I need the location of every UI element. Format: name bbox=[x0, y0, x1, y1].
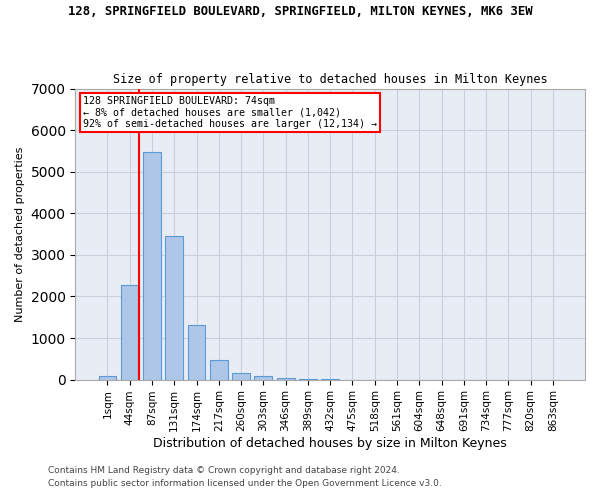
Text: 128 SPRINGFIELD BOULEVARD: 74sqm
← 8% of detached houses are smaller (1,042)
92%: 128 SPRINGFIELD BOULEVARD: 74sqm ← 8% of… bbox=[83, 96, 377, 129]
Bar bbox=[143, 152, 161, 380]
Bar bbox=[232, 373, 250, 380]
Bar bbox=[166, 236, 183, 380]
Text: 128, SPRINGFIELD BOULEVARD, SPRINGFIELD, MILTON KEYNES, MK6 3EW: 128, SPRINGFIELD BOULEVARD, SPRINGFIELD,… bbox=[68, 5, 532, 18]
Bar bbox=[121, 285, 139, 380]
X-axis label: Distribution of detached houses by size in Milton Keynes: Distribution of detached houses by size … bbox=[154, 437, 507, 450]
Bar bbox=[277, 378, 295, 380]
Text: Contains HM Land Registry data © Crown copyright and database right 2024.
Contai: Contains HM Land Registry data © Crown c… bbox=[48, 466, 442, 487]
Y-axis label: Number of detached properties: Number of detached properties bbox=[15, 146, 25, 322]
Bar bbox=[188, 324, 205, 380]
Bar bbox=[210, 360, 228, 380]
Title: Size of property relative to detached houses in Milton Keynes: Size of property relative to detached ho… bbox=[113, 73, 548, 86]
Bar bbox=[98, 376, 116, 380]
Bar bbox=[254, 376, 272, 380]
